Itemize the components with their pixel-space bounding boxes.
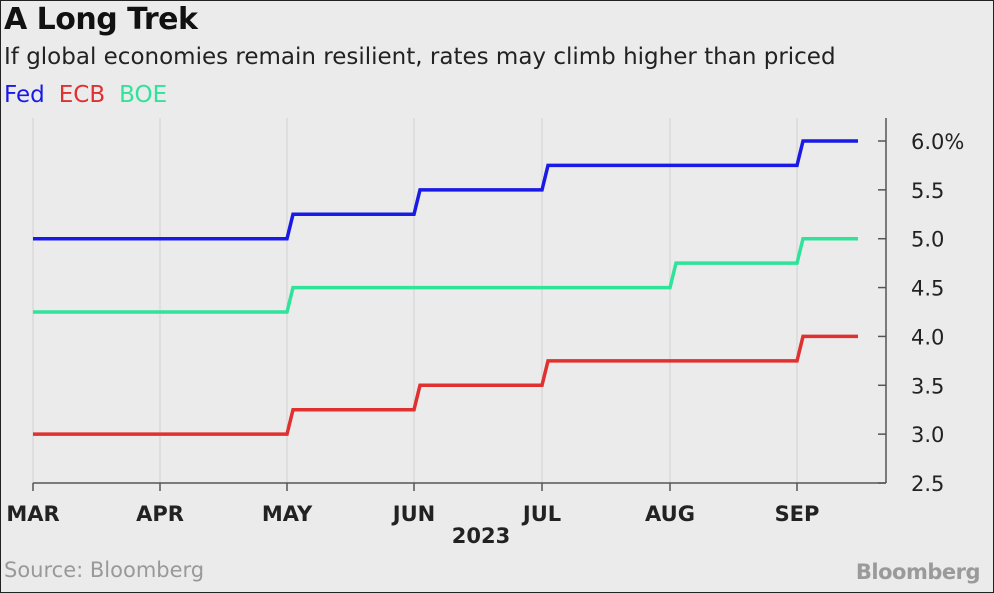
x-tick-label-aug: AUG bbox=[645, 502, 695, 526]
x-tick-label-jun: JUN bbox=[391, 502, 435, 526]
y-tick-label-6: 5.5 bbox=[911, 179, 944, 203]
x-tick-label-may: MAY bbox=[262, 502, 313, 526]
chart-title: A Long Trek bbox=[4, 2, 198, 37]
legend-item-ecb: ECB bbox=[58, 82, 106, 108]
y-tick-label-3: 4.0 bbox=[911, 325, 944, 349]
bloomberg-logo: Bloomberg bbox=[855, 560, 981, 584]
series-line-fed bbox=[33, 139, 858, 241]
x-tick-label-jul: JUL bbox=[521, 502, 561, 526]
chart-subtitle: If global economies remain resilient, ra… bbox=[4, 44, 836, 70]
source-note: Source: Bloomberg bbox=[4, 558, 205, 582]
x-tick-label-mar: MAR bbox=[6, 502, 59, 526]
x-tick-label-apr: APR bbox=[136, 502, 184, 526]
y-tick-label-0: 2.5 bbox=[911, 472, 944, 496]
x-axis-year-label: 2023 bbox=[452, 524, 510, 548]
y-tick-label-5: 5.0 bbox=[911, 228, 944, 252]
series-line-boe bbox=[33, 236, 858, 314]
y-tick-label-1: 3.0 bbox=[911, 423, 944, 447]
y-tick-label-4: 4.5 bbox=[911, 277, 944, 301]
y-tick-label-7: 6.0% bbox=[911, 130, 964, 154]
legend-item-boe: BOE bbox=[119, 82, 168, 108]
legend-item-fed: Fed bbox=[4, 82, 45, 108]
y-tick-label-2: 3.5 bbox=[911, 374, 944, 398]
x-tick-label-sep: SEP bbox=[775, 502, 820, 526]
legend: Fed ECB BOE bbox=[4, 82, 167, 108]
series-line-ecb bbox=[33, 334, 858, 436]
